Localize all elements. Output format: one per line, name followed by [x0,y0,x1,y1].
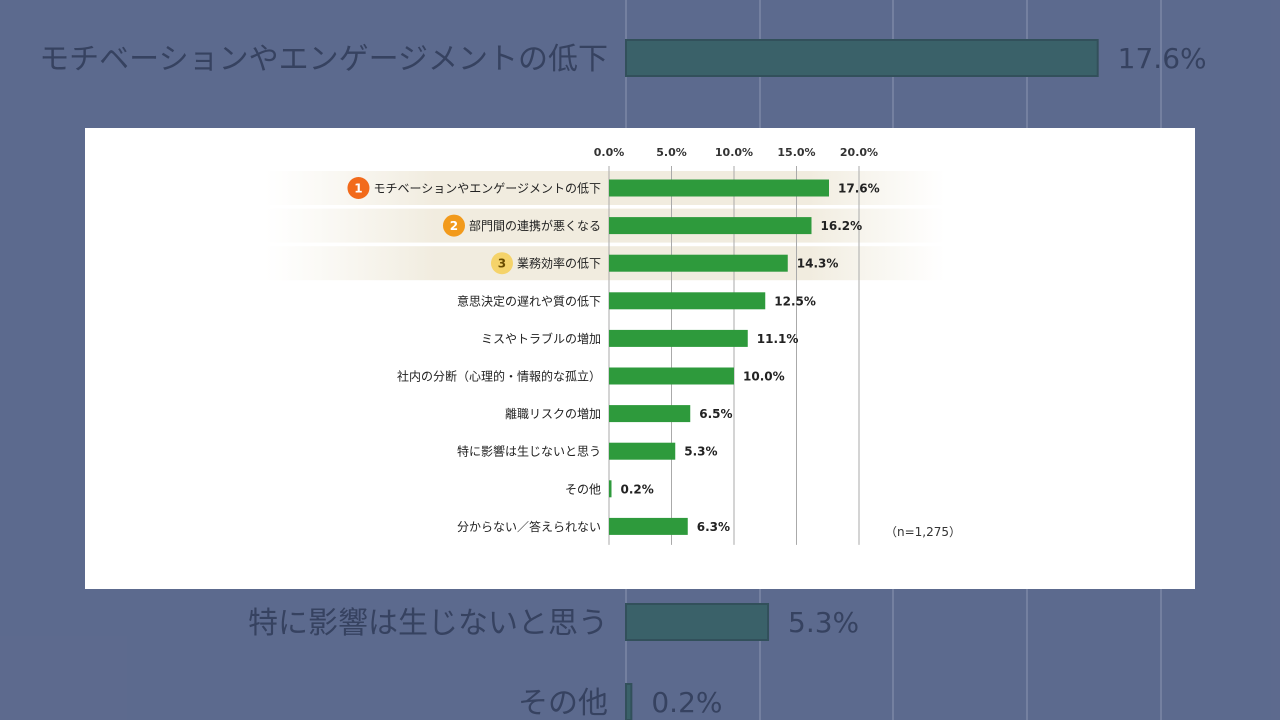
bar [609,292,766,310]
rank-badge-2 [442,214,465,237]
x-tick-label: 0.0% [594,146,625,159]
bar [609,517,688,535]
category-label: モチベーションやエンゲージメントの低下 [373,182,601,196]
bar [609,254,788,272]
category-label: 業務効率の低下 [517,256,601,271]
background-bar [625,39,1099,77]
rank-badge-number: 1 [354,182,362,196]
x-tick-label: 15.0% [777,146,815,159]
value-label: 14.3% [797,257,839,271]
bar [609,405,691,423]
background-category-label: その他 [518,686,608,720]
value-label: 17.6% [838,182,880,196]
rank-badge-1 [347,177,370,199]
category-label: 部門間の連携が悪くなる [469,218,601,233]
background-bar [625,683,633,720]
x-tick-label: 20.0% [840,146,878,159]
value-label: 12.5% [774,294,816,308]
bar [609,329,748,347]
background-bar [625,603,770,641]
category-label: 離職リスクの増加 [505,407,601,421]
category-label: 分からない／答えられない [457,519,601,534]
x-tick-label: 5.0% [656,146,687,159]
value-label: 16.2% [821,219,863,233]
background-category-label: 特に影響は生じないと思う [248,606,608,641]
background-value-label: 0.2% [651,686,722,719]
category-label: 意思決定の遅れや質の低下 [457,293,601,308]
bar-chart: 0.0% 5.0% 10.0% 15.0% 20.0% モチベーションやエンゲージメントの… [265,146,961,545]
value-label: 5.3% [684,445,717,459]
value-label: 6.3% [697,520,730,534]
rank-highlight-band-3 [265,246,945,281]
bar [609,442,676,460]
value-label: 6.5% [699,407,732,421]
bar [609,217,812,235]
rank-highlight-band-1 [265,171,945,205]
x-tick-label: 10.0% [715,146,753,159]
background-category-label: モチベーションやエンゲージメントの低下 [39,42,608,77]
category-label: 特に影響は生じないと思う [457,444,601,459]
value-label: 11.1% [757,332,799,346]
category-label: その他 [565,482,601,496]
chart-card: 0.0% 5.0% 10.0% 15.0% 20.0% モチベーションやエンゲージメントの… [85,128,1195,589]
value-label: 0.2% [621,482,654,496]
rank-badge-number: 2 [450,219,458,233]
rank-badge-number: 3 [498,257,506,271]
value-label: 10.0% [743,370,785,384]
bar [609,179,829,197]
bar [609,367,734,385]
category-label: 社内の分断（心理的・情報的な孤立） [397,369,601,384]
sample-size-note: （n=1,275） [885,525,961,539]
bar [609,480,612,498]
background-value-label: 5.3% [788,606,859,639]
category-label: ミスやトラブルの増加 [481,331,601,346]
background-value-label: 17.6% [1118,42,1207,75]
rank-badge-3 [490,252,513,275]
rank-highlight-band-2 [265,208,945,243]
